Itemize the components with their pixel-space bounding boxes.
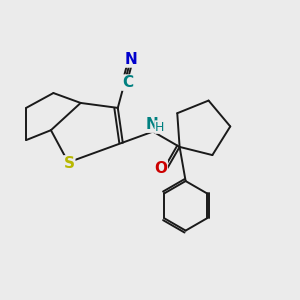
Text: H: H: [155, 121, 164, 134]
Text: N: N: [146, 117, 158, 132]
Text: C: C: [122, 75, 133, 90]
Text: O: O: [154, 161, 167, 176]
Text: S: S: [64, 156, 75, 171]
Text: N: N: [125, 52, 138, 67]
